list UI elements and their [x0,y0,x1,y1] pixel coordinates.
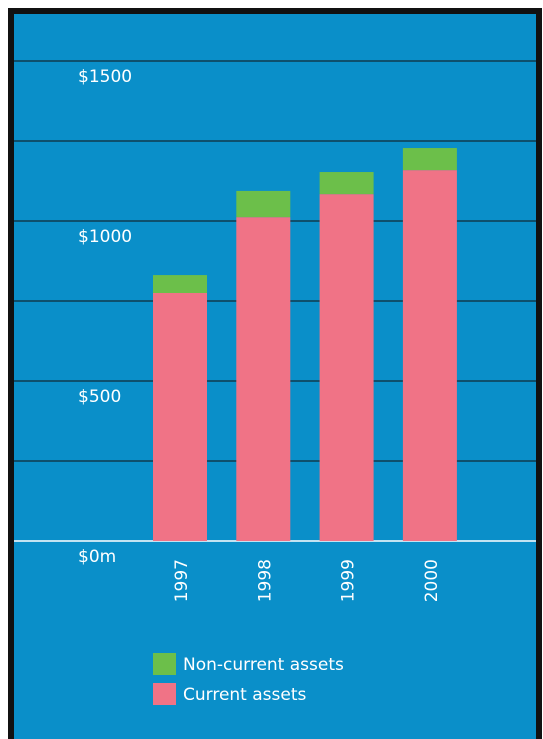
legend-swatch [153,683,176,705]
bar-segment [236,190,291,218]
y-tick-label: $1000 [78,227,132,247]
y-tick-label: $0m [78,547,116,567]
y-tick-label: $500 [78,387,121,407]
bar-segment [319,194,374,541]
bar-segment [236,217,291,541]
legend-label: Non-current assets [183,655,344,675]
legend-swatch [153,653,176,675]
legend-label: Current assets [183,685,307,705]
x-tick-label: 2000 [422,559,442,602]
bar-segment [153,293,207,541]
x-tick-label: 1997 [172,559,192,602]
x-tick-label: 1998 [255,559,275,602]
y-tick-label: $1500 [78,67,132,87]
bar-segment [153,275,207,293]
bar-segment [319,172,374,195]
x-tick-label: 1999 [339,559,359,602]
bar-segment [402,170,457,541]
bar-segment [402,148,457,171]
